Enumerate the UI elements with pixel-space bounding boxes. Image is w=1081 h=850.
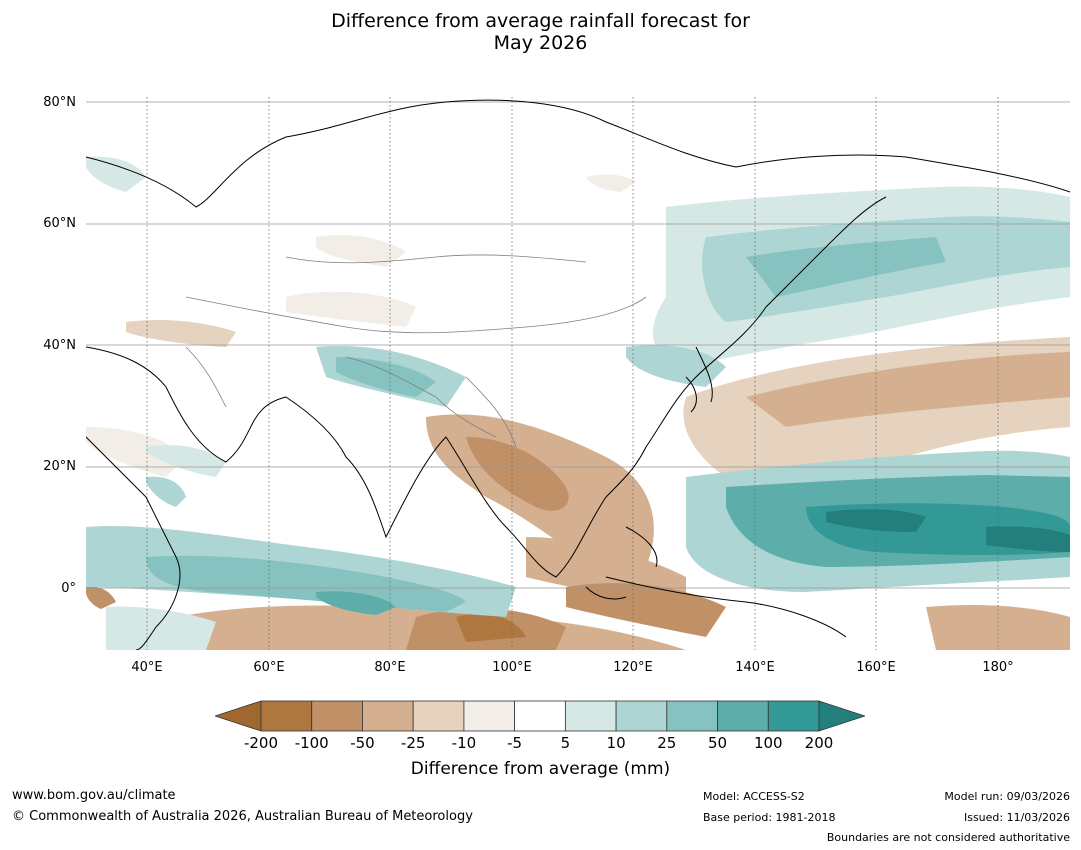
model-name: Model: ACCESS-S2 [703,790,805,803]
map-title: Difference from average rainfall forecas… [0,10,1081,54]
colorbar-tick-label: 50 [707,734,728,752]
colorbar-box [564,700,617,732]
colorbar-tick-label: -200 [243,734,279,752]
gridlines [86,101,1070,589]
coastlines [86,99,1070,650]
colorbar-box [412,700,465,732]
copyright-text: © Commonwealth of Australia 2026, Austra… [12,809,473,824]
colorbar-tick-label: 25 [657,734,677,752]
lat-label-60n: 60°N [43,216,76,231]
colorbar-svg [213,700,867,732]
country-borders [185,254,647,448]
title-line-1: Difference from average rainfall forecas… [331,10,750,32]
lon-label-40e: 40°E [131,660,163,675]
colorbar-box [717,700,769,732]
colorbar-box [362,700,414,732]
colorbar-tick-label: -5 [507,734,523,752]
colorbar-tick-label: 100 [753,734,783,752]
wetter-areas [86,156,1070,650]
colorbar-box [260,700,313,732]
colorbar-arrow-low [213,700,262,732]
colorbar-box [514,700,566,732]
colorbar-tick-label: 10 [606,734,626,752]
lon-label-140e: 140°E [735,660,775,675]
colorbar-arrow-high [818,700,867,732]
rainfall-map [86,97,1070,650]
lon-label-60e: 60°E [253,660,285,675]
colorbar [213,700,867,732]
issued-date: Issued: 11/03/2026 [963,811,1070,824]
lon-label-120e: 120°E [613,660,653,675]
lon-label-180: 180° [982,660,1014,675]
meridians [146,97,999,650]
colorbar-box [463,700,516,732]
model-run-date: Model run: 09/03/2026 [944,790,1070,803]
colorbar-box [311,700,363,732]
colorbar-box [767,700,820,732]
bom-url: www.bom.gov.au/climate [12,788,176,803]
colorbar-title: Difference from average (mm) [410,759,671,779]
boundaries-note: Boundaries are not considered authoritat… [826,831,1070,844]
drier-areas [86,174,1070,650]
base-period: Base period: 1981-2018 [703,811,836,824]
colorbar-tick-label: 5 [560,734,571,752]
lat-label-0: 0° [61,581,76,596]
lat-label-20n: 20°N [43,459,76,474]
colorbar-tick-label: -25 [400,734,426,752]
colorbar-tick-label: 200 [804,734,834,752]
lon-label-160e: 160°E [856,660,896,675]
colorbar-box [615,700,668,732]
colorbar-tick-label: -10 [451,734,477,752]
map-canvas [86,97,1070,650]
lat-label-80n: 80°N [43,95,76,110]
lon-label-80e: 80°E [374,660,406,675]
colorbar-tick-label: -50 [350,734,375,752]
lat-label-40n: 40°N [43,338,76,353]
title-line-2: May 2026 [493,32,588,54]
colorbar-tick-label: -100 [294,734,329,752]
lon-label-100e: 100°E [492,660,532,675]
colorbar-box [666,700,718,732]
